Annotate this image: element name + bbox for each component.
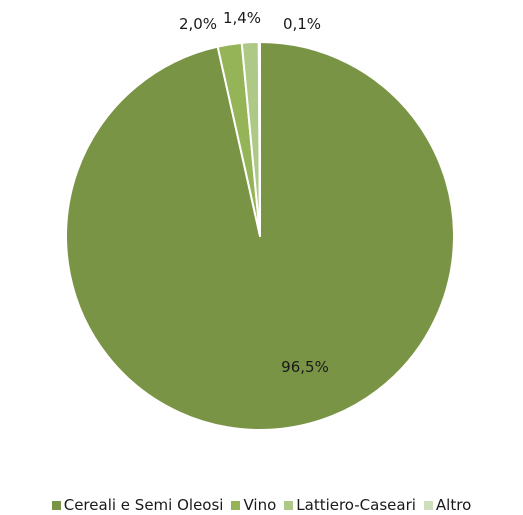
- legend-swatch-altro: [423, 500, 433, 510]
- data-labels: 96,5% 2,0% 1,4% 0,1%: [179, 9, 329, 376]
- legend: Cereali e Semi Oleosi Vino Lattiero-Case…: [0, 495, 523, 515]
- legend-label-cereali: Cereali e Semi Oleosi: [63, 496, 224, 514]
- data-label-lattiero-caseari: 1,4%: [223, 9, 261, 27]
- data-label-altro: 0,1%: [283, 15, 321, 33]
- legend-label-lattiero-caseari: Lattiero-Caseari: [296, 496, 416, 514]
- legend-item-cereali: Cereali e Semi Oleosi: [51, 496, 224, 514]
- pie-slices: [65, 40, 455, 431]
- data-label-cereali-e-semi-oleosi: 96,5%: [281, 358, 329, 376]
- legend-swatch-lattiero-caseari: [284, 500, 294, 510]
- pie-slice-altro: [257, 40, 261, 237]
- data-label-vino: 2,0%: [179, 15, 217, 33]
- legend-swatch-cereali: [51, 500, 61, 510]
- legend-item-lattiero-caseari: Lattiero-Caseari: [284, 496, 416, 514]
- legend-swatch-vino: [231, 500, 241, 510]
- legend-label-vino: Vino: [243, 496, 277, 514]
- legend-item-vino: Vino: [231, 496, 276, 514]
- legend-label-altro: Altro: [435, 496, 472, 514]
- legend-item-altro: Altro: [423, 496, 472, 514]
